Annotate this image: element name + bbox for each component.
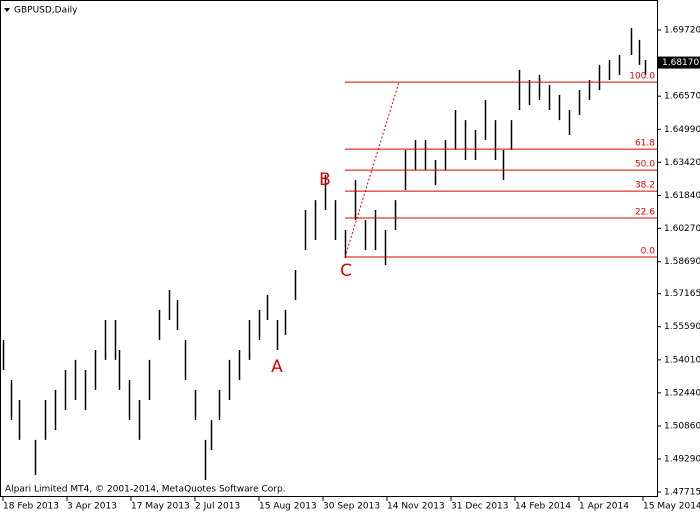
fibo-label: 22.6 [635, 207, 655, 217]
wave-label: C [340, 261, 352, 281]
wave-label: A [271, 357, 283, 377]
plot-frame [0, 0, 658, 497]
fibo-label: 50.0 [635, 160, 655, 170]
x-tick-label: 31 Dec 2013 [451, 502, 509, 512]
x-tick-label: 15 May 2014 [643, 502, 700, 512]
y-tick-label: 1.54010 [664, 355, 700, 365]
x-tick-label: 14 Feb 2014 [515, 502, 571, 512]
fibo-label: 0.0 [641, 247, 656, 257]
current-price-label: 1.68170 [662, 58, 699, 68]
y-tick-label: 1.61840 [664, 191, 700, 201]
fibo-label: 100.0 [629, 72, 655, 82]
x-tick-label: 2 Jul 2013 [195, 502, 240, 512]
y-tick-label: 1.58690 [664, 257, 700, 267]
footer: Alpari Limited MT4, © 2001-2014, MetaQuo… [5, 485, 286, 495]
y-tick-label: 1.66570 [664, 92, 700, 102]
y-tick-label: 1.55590 [664, 322, 700, 332]
y-tick-label: 1.52440 [664, 388, 700, 398]
menu-arrow[interactable] [4, 8, 10, 12]
x-tick-label: 1 Apr 2014 [579, 502, 629, 512]
y-tick-label: 1.50860 [664, 422, 700, 432]
current-price-box [658, 56, 700, 69]
y-tick-label: 1.69720 [664, 26, 700, 36]
x-tick-label: 14 Nov 2013 [387, 502, 445, 512]
x-tick-label: 15 Aug 2013 [259, 502, 317, 512]
chart-title: GBPUSD,Daily [14, 6, 78, 16]
y-tick-label: 1.63420 [664, 158, 700, 168]
x-tick-label: 17 May 2013 [131, 502, 190, 512]
wave-label: B [319, 170, 331, 190]
x-tick-label: 3 Apr 2013 [67, 502, 117, 512]
fibo-trend [344, 81, 400, 258]
x-tick-label: 30 Sep 2013 [323, 502, 380, 512]
fibo-label: 38.2 [635, 181, 655, 191]
x-tick-label: 18 Feb 2013 [3, 502, 59, 512]
y-tick-label: 1.60270 [664, 224, 700, 234]
y-tick-label: 1.57165 [664, 289, 700, 299]
y-tick-label: 1.64990 [664, 125, 700, 135]
y-tick-label: 1.47715 [664, 488, 700, 498]
y-tick-label: 1.49290 [664, 454, 700, 464]
fibo-label: 61.8 [635, 139, 655, 149]
